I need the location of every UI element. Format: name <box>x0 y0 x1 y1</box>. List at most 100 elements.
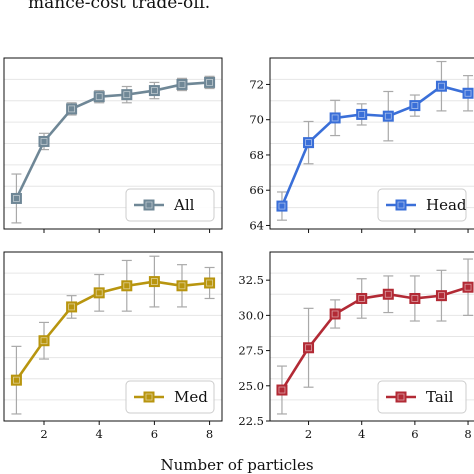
data-point <box>409 292 421 304</box>
data-point-inner <box>384 290 392 298</box>
legend-box <box>377 188 467 222</box>
data-point-inner <box>178 282 186 290</box>
data-point-inner <box>464 283 472 291</box>
gridlines <box>270 78 474 209</box>
gridlines <box>4 78 222 209</box>
data-point-inner <box>206 279 213 287</box>
caption-fragment: mance-cost trade-off. <box>28 0 210 13</box>
data-point-inner <box>411 102 419 109</box>
data-point <box>329 308 341 320</box>
data-point-inner <box>278 202 286 210</box>
axes-frame <box>3 57 223 230</box>
y-tick-label: 68 <box>249 148 264 162</box>
data-point-inner <box>123 282 131 290</box>
data-point <box>276 200 288 212</box>
data-point-inner <box>13 195 20 202</box>
data-point <box>462 281 474 293</box>
legend-marker <box>395 199 407 211</box>
data-point-inner <box>13 376 20 384</box>
data-point-inner <box>40 138 48 145</box>
data-point <box>303 342 315 354</box>
data-point <box>204 277 216 289</box>
x-tick-label: 6 <box>411 427 418 441</box>
legend-marker <box>143 391 155 403</box>
shared-x-axis-title: Number of particles <box>160 456 313 474</box>
data-point-inner <box>95 93 103 101</box>
y-tick-label: 72 <box>249 77 264 91</box>
data-point <box>10 374 22 386</box>
data-point-inner <box>411 295 419 302</box>
legend-label: Head <box>426 196 467 214</box>
data-point-inner <box>358 295 366 302</box>
legend-label: All <box>173 196 195 214</box>
data-point <box>66 103 78 115</box>
legend-box <box>377 380 467 414</box>
axes-frame <box>269 57 474 230</box>
data-point-inner <box>95 289 103 297</box>
data-point-inner <box>150 278 158 285</box>
data-point <box>356 108 368 120</box>
legend: Med <box>125 380 215 414</box>
axes-frame <box>269 251 474 422</box>
legend-label: Med <box>174 388 208 406</box>
x-tick-label: 4 <box>358 427 365 441</box>
legend: Head <box>377 188 467 222</box>
legend-marker-inner <box>397 201 405 209</box>
data-point-inner <box>305 344 312 352</box>
data-point <box>382 288 394 300</box>
data-point-inner <box>68 303 76 311</box>
data-point-inner <box>123 91 131 99</box>
data-point <box>329 112 341 124</box>
data-point-inner <box>305 139 312 147</box>
x-tick-label: 2 <box>305 427 312 441</box>
y-tick-label: 64 <box>249 218 264 232</box>
data-point <box>38 135 50 147</box>
data-point <box>38 335 50 347</box>
legend-marker <box>395 391 407 403</box>
legend-box <box>125 380 215 414</box>
legend-marker <box>143 199 155 211</box>
series-all <box>10 75 216 224</box>
data-point-inner <box>150 87 158 94</box>
x-tick-label: 8 <box>464 427 471 441</box>
data-point <box>462 87 474 99</box>
data-point <box>148 85 160 97</box>
y-tick-label: 30.0 <box>238 308 264 322</box>
y-tick-label: 32.5 <box>238 273 264 287</box>
data-point-inner <box>178 81 186 88</box>
data-point-inner <box>40 337 48 345</box>
series-med <box>10 255 216 415</box>
x-tick-label: 6 <box>151 427 158 441</box>
legend: All <box>125 188 215 222</box>
chart-panel-top-right: 64 66 68 70 72 Head <box>249 57 474 233</box>
y-tick-label: 66 <box>249 183 264 197</box>
chart-panel-bottom-right: 2 4 6 8 22.5 25.0 27.5 30.0 32.5 Tail <box>238 251 474 441</box>
data-point <box>121 280 133 292</box>
data-point <box>356 292 368 304</box>
data-point <box>10 192 22 204</box>
data-point-inner <box>68 105 76 113</box>
data-point <box>382 110 394 122</box>
data-point <box>176 78 188 90</box>
legend-marker-inner <box>397 393 405 401</box>
data-point <box>435 290 447 302</box>
data-point-inner <box>384 112 392 120</box>
y-tick-label: 70 <box>249 113 264 127</box>
legend-marker-inner <box>145 393 153 401</box>
data-point-inner <box>278 386 286 394</box>
data-point <box>435 80 447 92</box>
series-line <box>15 280 210 381</box>
data-point-inner <box>331 114 339 122</box>
data-point-inner <box>438 82 445 90</box>
legend-marker-inner <box>145 201 153 209</box>
data-point <box>148 276 160 288</box>
y-tick-label: 27.5 <box>238 344 264 358</box>
chart-panel-top-left: All <box>3 57 223 233</box>
data-point <box>276 384 288 396</box>
data-point <box>66 301 78 313</box>
data-point <box>93 287 105 299</box>
data-point <box>93 91 105 103</box>
data-point <box>204 76 216 88</box>
series-tail <box>276 258 474 415</box>
data-point <box>121 89 133 101</box>
